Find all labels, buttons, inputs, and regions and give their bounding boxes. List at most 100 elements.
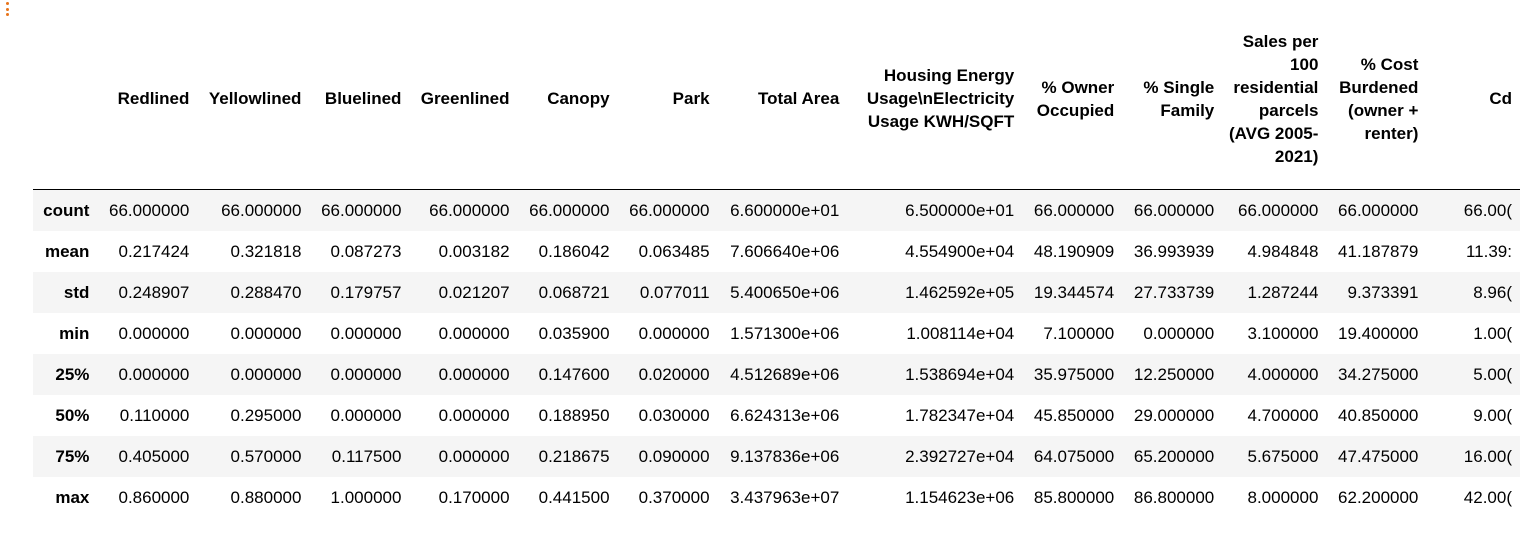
table-cell: 66.000000 bbox=[1133, 200, 1215, 220]
column-header: Housing Energy Usage\nElectricity Usage … bbox=[847, 8, 1023, 190]
table-cell: 0.880000 bbox=[230, 487, 302, 507]
table-cell: 3.437963e+07 bbox=[730, 487, 840, 507]
table-row: std 0.248907 0.288470 0.179757 0.021207 0.068… bbox=[33, 271, 1520, 313]
table-cell: 0.000000 bbox=[330, 405, 402, 425]
table-cell: 66.000000 bbox=[1238, 200, 1319, 220]
table-cell: 0.441500 bbox=[538, 487, 610, 507]
table-cell: 8.96( bbox=[1473, 282, 1512, 302]
table-cell: 9.137836e+06 bbox=[730, 446, 840, 466]
table-cell: 66.00( bbox=[1463, 200, 1512, 220]
table-cell: 65.200000 bbox=[1133, 446, 1215, 466]
table-cell: 0.000000 bbox=[438, 364, 510, 384]
table-cell: 0.248907 bbox=[118, 282, 190, 302]
row-index-label: count bbox=[43, 200, 90, 220]
table-cell: 34.275000 bbox=[1338, 364, 1419, 384]
table-cell: 66.000000 bbox=[1033, 200, 1115, 220]
table-cell: 6.600000e+01 bbox=[730, 200, 840, 220]
describe-table: Redlined Yellowlined Bluelined Greenlined Ca… bbox=[33, 8, 1520, 518]
table-cell: 1.462592e+05 bbox=[905, 282, 1015, 302]
table-cell: 0.000000 bbox=[330, 364, 402, 384]
table-cell: 0.000000 bbox=[230, 364, 302, 384]
table-row: count 66.000000 66.000000 66.000000 66.00000… bbox=[33, 189, 1520, 231]
table-cell: 11.39: bbox=[1465, 241, 1512, 261]
row-index-label: mean bbox=[44, 241, 90, 261]
table-cell: 0.000000 bbox=[638, 323, 710, 343]
table-cell: 1.782347e+04 bbox=[905, 405, 1015, 425]
table-cell: 4.512689e+06 bbox=[730, 364, 840, 384]
table-cell: 1.538694e+04 bbox=[905, 364, 1015, 384]
table-cell: 0.405000 bbox=[118, 446, 190, 466]
table-cell: 48.190909 bbox=[1033, 241, 1115, 261]
index-header bbox=[33, 8, 98, 190]
table-cell: 3.100000 bbox=[1247, 323, 1319, 343]
row-index-label: min bbox=[59, 323, 90, 343]
table-cell: 66.000000 bbox=[221, 200, 302, 220]
column-header: Bluelined bbox=[309, 8, 410, 190]
table-cell: 0.020000 bbox=[638, 364, 710, 384]
table-cell: 0.295000 bbox=[230, 405, 302, 425]
table-body: count 66.000000 66.000000 66.000000 66.00000… bbox=[33, 189, 1520, 518]
table-cell: 0.068721 bbox=[538, 282, 610, 302]
table-cell: 1.008114e+04 bbox=[906, 323, 1015, 343]
table-row: mean 0.217424 0.321818 0.087273 0.003182 0.18… bbox=[33, 231, 1520, 272]
table-cell: 5.675000 bbox=[1247, 446, 1319, 466]
table-cell: 0.186042 bbox=[538, 241, 610, 261]
column-header: Canopy bbox=[517, 8, 618, 190]
column-header: Total Area bbox=[717, 8, 848, 190]
table-cell: 0.000000 bbox=[438, 446, 510, 466]
dataframe-container[interactable]: Redlined Yellowlined Bluelined Greenlined Ca… bbox=[33, 8, 1520, 518]
column-header: Cd bbox=[1426, 8, 1520, 190]
table-cell: 9.373391 bbox=[1347, 282, 1419, 302]
table-cell: 0.110000 bbox=[119, 405, 190, 425]
table-cell: 0.860000 bbox=[118, 487, 190, 507]
table-cell: 4.984848 bbox=[1247, 241, 1319, 261]
table-cell: 9.00( bbox=[1473, 405, 1512, 425]
row-index-label: 50% bbox=[55, 405, 90, 425]
table-cell: 36.993939 bbox=[1133, 241, 1215, 261]
table-cell: 0.003182 bbox=[438, 241, 510, 261]
column-header: % Cost Burdened (owner + renter) bbox=[1326, 8, 1427, 190]
table-cell: 19.400000 bbox=[1338, 323, 1419, 343]
table-cell: 85.800000 bbox=[1033, 487, 1115, 507]
table-cell: 1.571300e+06 bbox=[730, 323, 840, 343]
table-cell: 0.000000 bbox=[1143, 323, 1215, 343]
table-cell: 0.000000 bbox=[118, 323, 190, 343]
column-header: Greenlined bbox=[409, 8, 518, 190]
table-cell: 45.850000 bbox=[1033, 405, 1115, 425]
table-cell: 0.035900 bbox=[538, 323, 610, 343]
cell-options-icon[interactable] bbox=[6, 2, 10, 16]
table-cell: 0.147600 bbox=[538, 364, 610, 384]
column-header: Sales per 100 residential parcels (AVG 2… bbox=[1222, 8, 1327, 190]
table-cell: 0.021207 bbox=[438, 282, 510, 302]
table-cell: 1.154623e+06 bbox=[905, 487, 1015, 507]
table-cell: 1.00( bbox=[1473, 323, 1512, 343]
table-cell: 0.570000 bbox=[230, 446, 302, 466]
row-index-label: 25% bbox=[55, 364, 90, 384]
row-index-label: max bbox=[55, 487, 90, 507]
column-header: % Owner Occupied bbox=[1022, 8, 1123, 190]
table-cell: 66.000000 bbox=[109, 200, 190, 220]
table-cell: 0.077011 bbox=[639, 282, 710, 302]
table-cell: 0.000000 bbox=[438, 323, 510, 343]
table-cell: 0.217424 bbox=[118, 241, 190, 261]
table-cell: 41.187879 bbox=[1338, 241, 1419, 261]
table-row: 75% 0.405000 0.570000 0.117500 0.000000 0.218… bbox=[33, 435, 1520, 477]
table-cell: 0.000000 bbox=[438, 405, 510, 425]
header-row: Redlined Yellowlined Bluelined Greenlined Ca… bbox=[33, 8, 1520, 190]
table-cell: 62.200000 bbox=[1338, 487, 1419, 507]
column-header: Park bbox=[617, 8, 718, 190]
table-cell: 0.000000 bbox=[330, 323, 402, 343]
table-cell: 66.000000 bbox=[321, 200, 402, 220]
column-header: Redlined bbox=[97, 8, 198, 190]
row-index-label: std bbox=[63, 282, 90, 302]
table-cell: 0.117500 bbox=[331, 446, 402, 466]
table-row: max 0.860000 0.880000 1.000000 0.170000 0.441… bbox=[33, 477, 1520, 518]
table-cell: 0.218675 bbox=[538, 446, 610, 466]
table-cell: 4.554900e+04 bbox=[905, 241, 1015, 261]
column-header: Yellowlined bbox=[197, 8, 310, 190]
table-cell: 40.850000 bbox=[1338, 405, 1419, 425]
table-cell: 0.179757 bbox=[330, 282, 402, 302]
table-cell: 5.400650e+06 bbox=[730, 282, 840, 302]
table-cell: 66.000000 bbox=[629, 200, 710, 220]
